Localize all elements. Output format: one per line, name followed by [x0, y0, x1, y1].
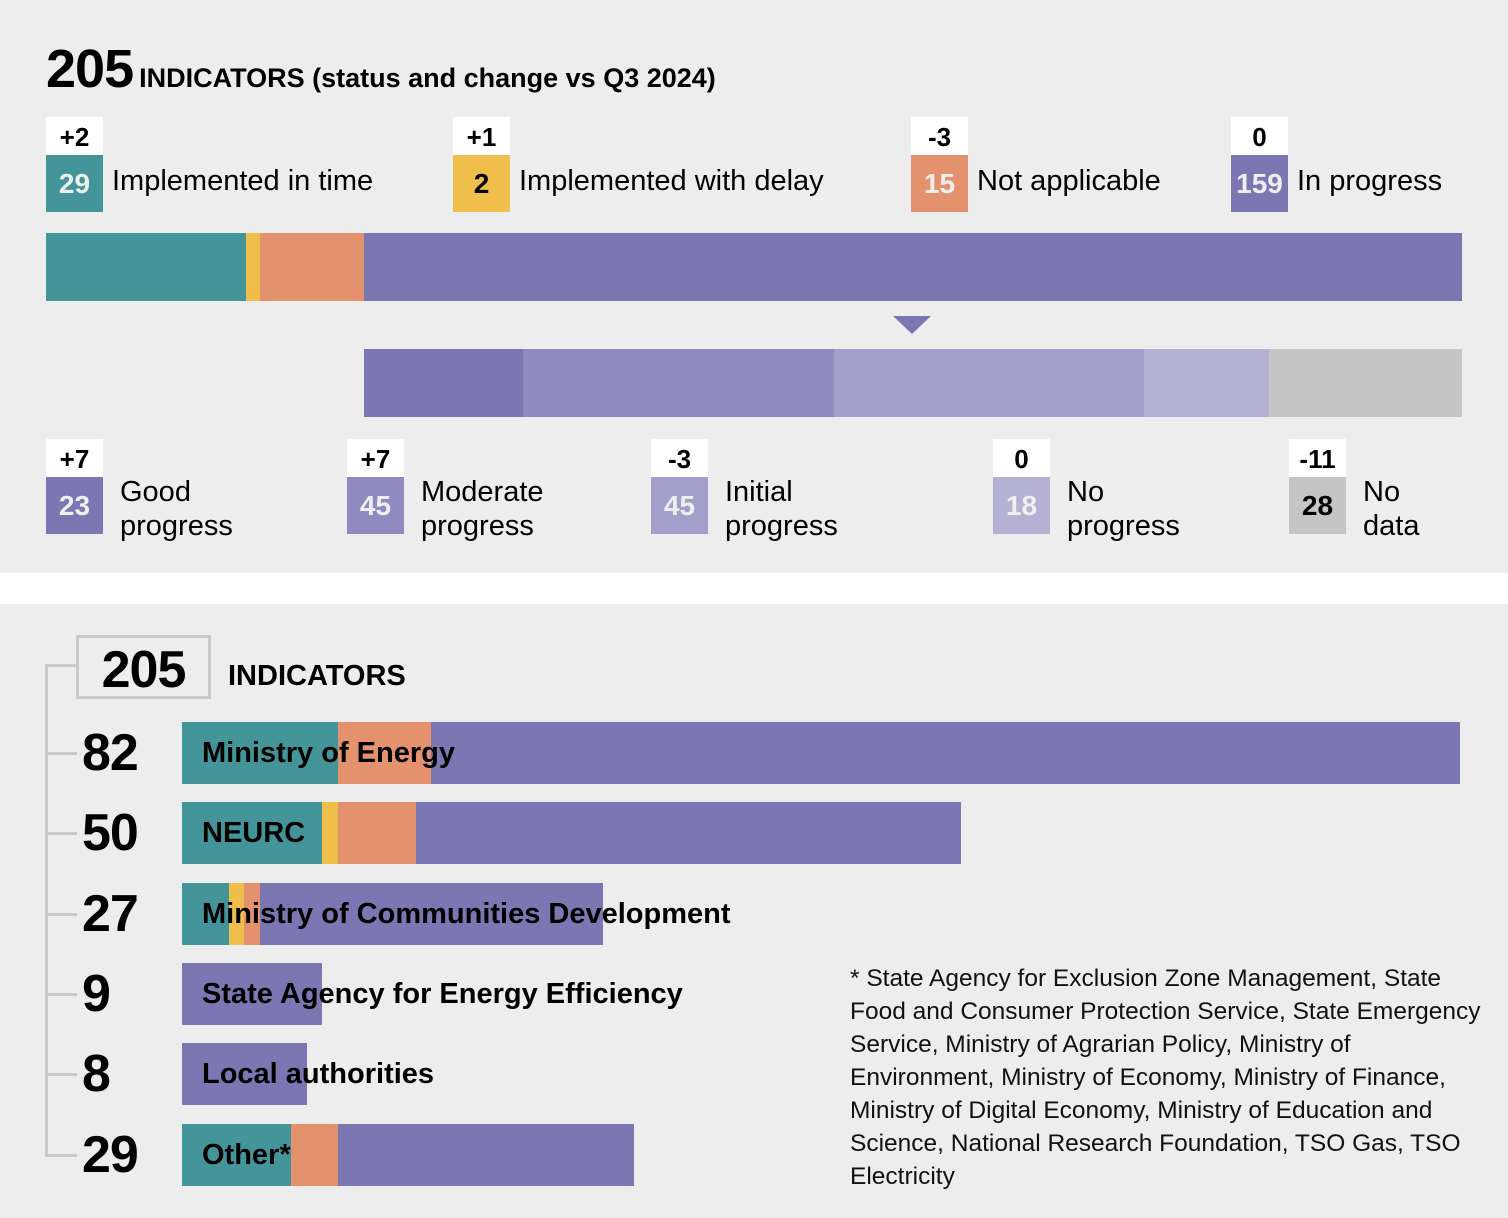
count-badge: 15	[911, 155, 968, 212]
agency-total: 29	[82, 1126, 139, 1184]
agency-total: 82	[82, 724, 139, 782]
agency-bar-other	[182, 1124, 634, 1186]
count-badge: 2	[453, 155, 510, 212]
count-badge: 29	[46, 155, 103, 212]
bar-segment-implemented-in-time	[182, 883, 229, 945]
count-badge: 28	[1289, 477, 1346, 534]
change-badge: -11	[1289, 439, 1346, 484]
bar-segment-not-applicable	[337, 802, 416, 864]
legend-label: Good progress	[120, 476, 233, 542]
bar-segment-no-progress	[1144, 349, 1269, 417]
change-badge: 0	[993, 439, 1050, 484]
agency-bar-state-agency-for-energy-efficiency	[182, 963, 323, 1025]
count-badge: 45	[651, 477, 708, 534]
overall-status-bar	[46, 233, 1462, 301]
tree-branch	[45, 993, 77, 996]
agency-total: 9	[82, 965, 111, 1023]
bar-segment-implemented-in-time	[46, 233, 247, 301]
bar-segment-in-progress	[431, 722, 1460, 784]
tree-branch	[45, 752, 77, 755]
legend-label: Moderate progress	[421, 476, 544, 542]
legend-label: Initial progress	[725, 476, 838, 542]
agencies-total-label: INDICATORS	[228, 660, 406, 692]
bar-segment-implemented-with-delay	[246, 233, 261, 301]
bar-segment-not-applicable	[244, 883, 260, 945]
bar-segment-moderate-progress	[522, 349, 834, 417]
tree-branch	[45, 1073, 77, 1076]
bar-segment-not-applicable	[260, 233, 364, 301]
tree-connector	[45, 664, 48, 1154]
change-badge: 0	[1231, 117, 1288, 162]
bar-segment-implemented-with-delay	[322, 802, 338, 864]
bar-segment-in-progress	[415, 802, 962, 864]
title-text: INDICATORS (status and change vs Q3 2024…	[139, 63, 716, 93]
tree-branch	[45, 1154, 77, 1157]
legend-label: Implemented with delay	[519, 165, 824, 197]
agency-bar-ministry-of-energy	[182, 722, 1460, 784]
agency-name: Local authorities	[202, 1058, 435, 1090]
status-panel: 205 INDICATORS (status and change vs Q3 2…	[0, 0, 1508, 573]
legend-label: No data	[1363, 476, 1420, 542]
agency-total: 27	[82, 885, 139, 943]
agency-bar-ministry-of-communities-development	[182, 883, 603, 945]
legend-label: In progress	[1297, 165, 1443, 197]
agency-total: 8	[82, 1045, 111, 1103]
breakdown-arrow-icon	[893, 316, 931, 334]
in-progress-breakdown-bar	[364, 349, 1462, 417]
tree-branch	[45, 913, 77, 916]
agency-name: State Agency for Energy Efficiency	[202, 978, 683, 1010]
bar-segment-in-progress	[182, 963, 323, 1025]
bar-segment-in-progress	[182, 1043, 307, 1105]
change-badge: +2	[46, 117, 103, 162]
count-badge: 159	[1231, 155, 1288, 212]
agency-name: Other*	[202, 1139, 291, 1171]
bar-segment-good-progress	[364, 349, 523, 417]
agency-name: Ministry of Communities Development	[202, 898, 731, 930]
bar-segment-in-progress	[337, 1124, 634, 1186]
bar-segment-no-data	[1268, 349, 1462, 417]
bar-segment-initial-progress	[833, 349, 1145, 417]
bar-segment-in-progress	[363, 233, 1462, 301]
change-badge: -3	[911, 117, 968, 162]
agency-bar-local-authorities	[182, 1043, 307, 1105]
bar-segment-in-progress	[259, 883, 603, 945]
change-badge: +7	[347, 439, 404, 484]
agency-bar-neurc	[182, 802, 962, 864]
chart-title: 205 INDICATORS (status and change vs Q3 2…	[46, 38, 716, 100]
change-badge: +7	[46, 439, 103, 484]
tree-branch	[45, 664, 76, 667]
bar-segment-implemented-in-time	[182, 802, 323, 864]
legend-label: No progress	[1067, 476, 1180, 542]
agency-name: NEURC	[202, 817, 306, 849]
bar-segment-implemented-with-delay	[228, 883, 245, 945]
legend-label: Not applicable	[977, 165, 1161, 197]
bar-segment-not-applicable	[337, 722, 432, 784]
agency-total: 50	[82, 804, 139, 862]
tree-branch	[45, 832, 77, 835]
agency-name: Ministry of Energy	[202, 737, 455, 769]
change-badge: -3	[651, 439, 708, 484]
agencies-total: 205	[76, 635, 211, 699]
bar-segment-not-applicable	[291, 1124, 338, 1186]
count-badge: 23	[46, 477, 103, 534]
count-badge: 18	[993, 477, 1050, 534]
legend-label: Implemented in time	[112, 165, 374, 197]
bar-segment-implemented-in-time	[182, 722, 338, 784]
title-total: 205	[46, 39, 134, 99]
change-badge: +1	[453, 117, 510, 162]
count-badge: 45	[347, 477, 404, 534]
bar-segment-implemented-in-time	[182, 1124, 292, 1186]
footnote: * State Agency for Exclusion Zone Manage…	[850, 965, 1481, 1190]
